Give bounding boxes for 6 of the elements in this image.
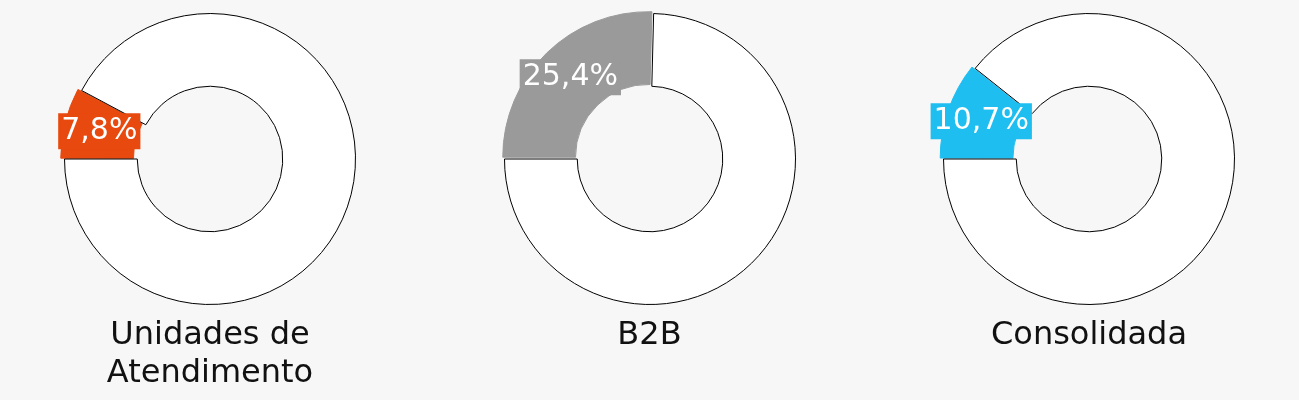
data-label: 25,4%	[522, 57, 618, 93]
data-label: 7,8%	[61, 111, 138, 147]
text: B2B	[616, 314, 683, 352]
data-label: 10,7%	[933, 101, 1029, 137]
text: Consolidada	[989, 314, 1189, 352]
text: Unidades de Atendimento	[105, 314, 315, 390]
